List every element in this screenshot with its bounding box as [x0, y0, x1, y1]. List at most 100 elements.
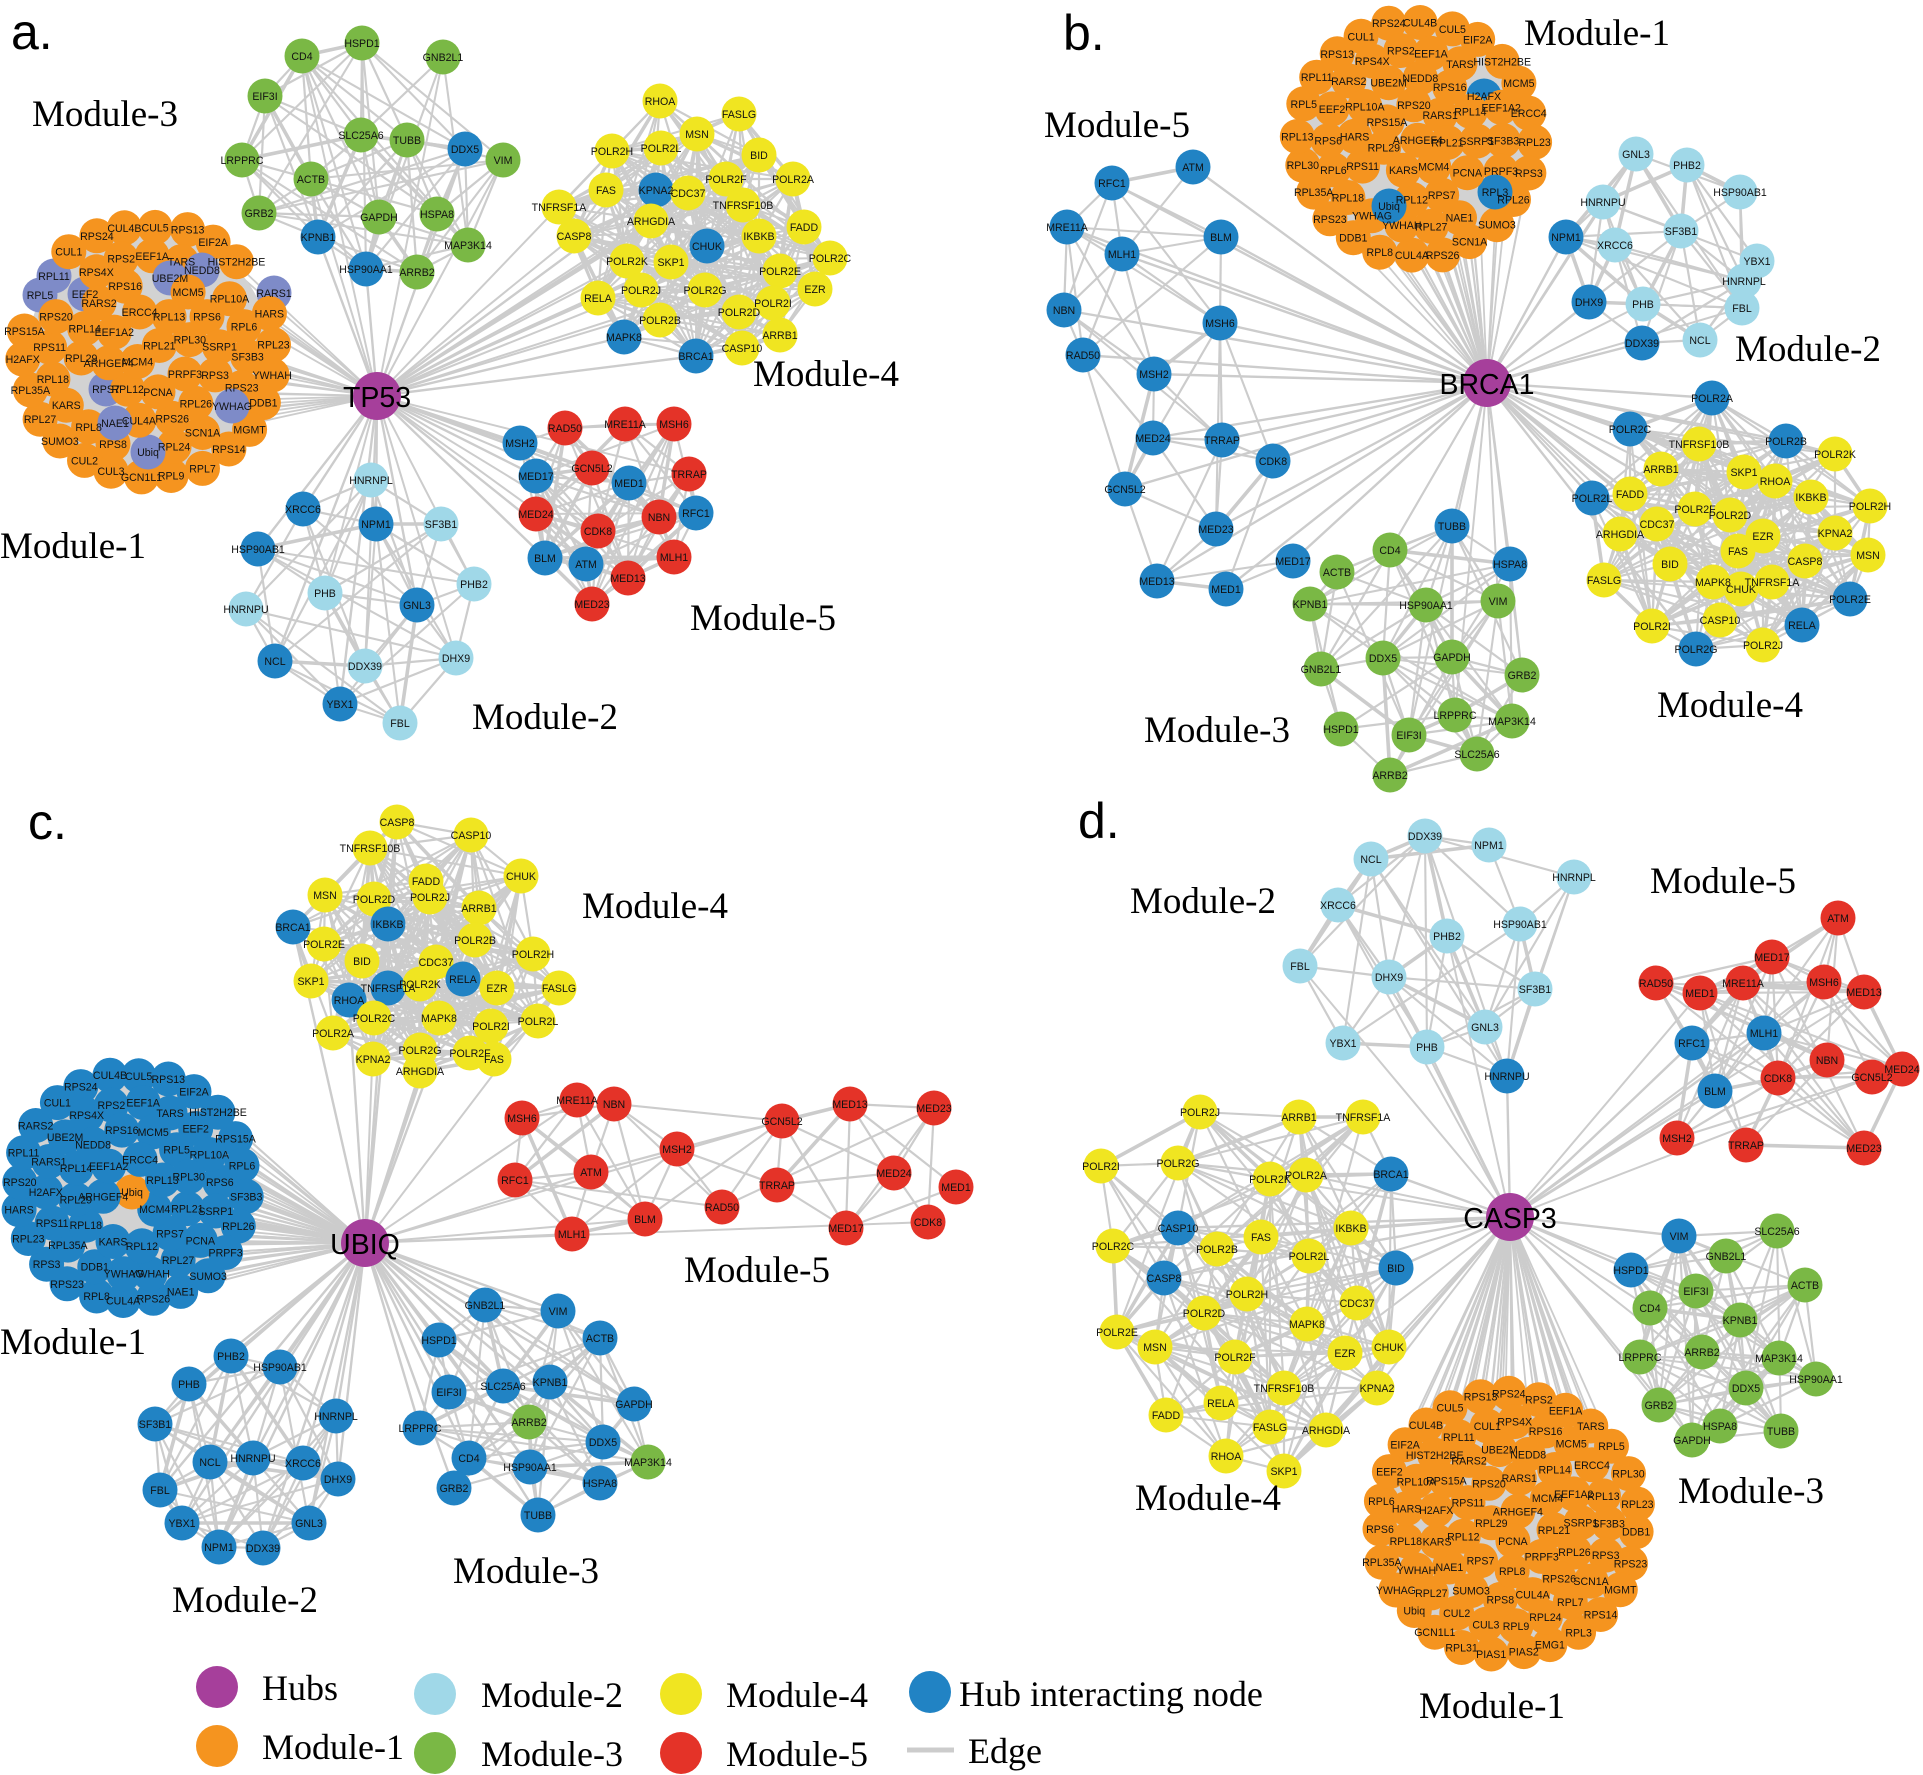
svg-text:TNFRSF1A: TNFRSF1A	[1745, 577, 1801, 589]
svg-text:MGMT: MGMT	[1604, 1585, 1637, 1597]
svg-text:RPS3: RPS3	[33, 1259, 61, 1271]
svg-text:MAPK8: MAPK8	[1289, 1319, 1325, 1331]
svg-text:RPL30: RPL30	[1612, 1469, 1644, 1481]
svg-text:CDK8: CDK8	[584, 526, 612, 538]
svg-text:YBX1: YBX1	[1329, 1038, 1356, 1050]
svg-text:RPL3: RPL3	[1482, 187, 1509, 199]
svg-text:ARHGDIA: ARHGDIA	[1596, 529, 1645, 541]
svg-text:FADD: FADD	[412, 876, 441, 888]
svg-text:DDX5: DDX5	[1732, 1383, 1760, 1395]
svg-text:RPL14: RPL14	[1454, 106, 1486, 118]
svg-text:BID: BID	[750, 150, 768, 162]
svg-text:TRRAP: TRRAP	[1204, 435, 1240, 447]
svg-text:FAS: FAS	[484, 1054, 504, 1066]
svg-text:Module-1: Module-1	[262, 1727, 404, 1767]
svg-text:HNRNPU: HNRNPU	[1580, 197, 1625, 209]
svg-text:BLM: BLM	[634, 1214, 656, 1226]
svg-text:ARHGDIA: ARHGDIA	[1302, 1425, 1351, 1437]
svg-text:RPL29: RPL29	[60, 1195, 92, 1207]
svg-text:TP53: TP53	[343, 382, 411, 414]
svg-text:XRCC6: XRCC6	[1597, 240, 1633, 252]
svg-text:ACTB: ACTB	[1323, 567, 1351, 579]
svg-text:RPS3: RPS3	[1515, 168, 1543, 180]
svg-text:GNB2L1: GNB2L1	[423, 52, 464, 64]
svg-text:RFC1: RFC1	[1098, 178, 1126, 190]
svg-text:RPS7: RPS7	[92, 384, 120, 396]
svg-text:FAS: FAS	[1728, 546, 1748, 558]
svg-text:TARS: TARS	[1577, 1421, 1604, 1433]
svg-text:LRPPRC: LRPPRC	[221, 155, 264, 167]
svg-text:GNL3: GNL3	[1622, 149, 1650, 161]
svg-text:RPL35A: RPL35A	[11, 385, 51, 397]
svg-text:SLC25A6: SLC25A6	[480, 1381, 525, 1393]
svg-text:RPL7: RPL7	[1557, 1597, 1584, 1609]
svg-text:CASP10: CASP10	[451, 830, 492, 842]
svg-text:Hub interacting node: Hub interacting node	[959, 1674, 1263, 1714]
svg-text:RELA: RELA	[584, 293, 613, 305]
svg-text:CUL5: CUL5	[125, 1071, 152, 1083]
svg-text:RPL35A: RPL35A	[48, 1240, 88, 1252]
svg-text:VIM: VIM	[494, 155, 513, 167]
svg-text:RELA: RELA	[1207, 1398, 1236, 1410]
svg-text:HSP90AB1: HSP90AB1	[253, 1362, 307, 1374]
svg-text:TRRAP: TRRAP	[759, 1180, 795, 1192]
svg-text:DDB1: DDB1	[1339, 233, 1367, 245]
svg-text:GNB2L1: GNB2L1	[1706, 1251, 1747, 1263]
svg-text:RPL24: RPL24	[158, 441, 190, 453]
svg-text:CASP8: CASP8	[1147, 1273, 1182, 1285]
svg-text:RPL10A: RPL10A	[190, 1150, 230, 1162]
svg-text:MSH2: MSH2	[662, 1144, 692, 1156]
svg-text:YWHAG: YWHAG	[212, 401, 252, 413]
svg-text:MED1: MED1	[1211, 584, 1241, 596]
svg-text:NEDD8: NEDD8	[1510, 1450, 1546, 1462]
svg-text:MLH1: MLH1	[1108, 249, 1136, 261]
svg-text:POLR2G: POLR2G	[1675, 644, 1718, 656]
svg-text:Module-4: Module-4	[582, 886, 728, 927]
svg-text:RPS26: RPS26	[155, 413, 189, 425]
svg-text:GRB2: GRB2	[440, 1483, 469, 1495]
svg-text:RPS23: RPS23	[1313, 214, 1347, 226]
svg-text:KPNB1: KPNB1	[1723, 1315, 1758, 1327]
svg-text:MED24: MED24	[876, 1168, 911, 1180]
svg-text:FADD: FADD	[1616, 489, 1645, 501]
svg-text:EIF2A: EIF2A	[1390, 1440, 1420, 1452]
svg-text:RARS2: RARS2	[18, 1121, 53, 1133]
svg-text:RPS16: RPS16	[108, 281, 142, 293]
svg-text:ERCC4: ERCC4	[122, 307, 158, 319]
svg-text:RARS2: RARS2	[81, 298, 116, 310]
svg-text:Module-1: Module-1	[0, 1322, 146, 1363]
svg-text:ERCC4: ERCC4	[1511, 108, 1547, 120]
svg-text:Module-5: Module-5	[690, 598, 836, 639]
svg-text:SF3B1: SF3B1	[1519, 984, 1551, 996]
svg-text:RPL23: RPL23	[12, 1234, 44, 1246]
svg-text:RPL27: RPL27	[1415, 221, 1447, 233]
svg-text:SF3B3: SF3B3	[230, 1191, 262, 1203]
svg-text:RPL12: RPL12	[1447, 1531, 1479, 1543]
svg-text:XRCC6: XRCC6	[1320, 900, 1356, 912]
svg-text:GNL3: GNL3	[1471, 1022, 1499, 1034]
svg-text:RPL27: RPL27	[24, 414, 56, 426]
svg-text:POLR2C: POLR2C	[1609, 424, 1652, 436]
svg-text:Module-3: Module-3	[32, 94, 178, 135]
svg-text:RPS23: RPS23	[50, 1279, 84, 1291]
svg-text:DHX9: DHX9	[1575, 297, 1603, 309]
svg-text:POLR2C: POLR2C	[809, 253, 852, 265]
svg-text:HSPD1: HSPD1	[1323, 724, 1358, 736]
svg-text:KPNB1: KPNB1	[533, 1377, 568, 1389]
svg-text:Module-1: Module-1	[1524, 13, 1670, 54]
svg-text:ARHGEF4: ARHGEF4	[78, 1191, 128, 1203]
svg-text:Ubiq: Ubiq	[137, 447, 159, 459]
svg-text:ARHGEF4: ARHGEF4	[1393, 135, 1443, 147]
svg-text:MED23: MED23	[574, 599, 609, 611]
svg-text:POLR2G: POLR2G	[1157, 1158, 1200, 1170]
svg-text:RPL26: RPL26	[1558, 1547, 1590, 1559]
svg-text:GAPDH: GAPDH	[1673, 1435, 1711, 1447]
svg-text:RPS15A: RPS15A	[1367, 117, 1409, 129]
svg-text:Module-2: Module-2	[1735, 329, 1881, 370]
svg-text:POLR2F: POLR2F	[705, 174, 747, 186]
svg-text:BRCA1: BRCA1	[1439, 369, 1534, 401]
svg-text:Module-5: Module-5	[726, 1734, 868, 1774]
svg-text:IKBKB: IKBKB	[1795, 492, 1826, 504]
svg-text:ARRB2: ARRB2	[1684, 1347, 1719, 1359]
svg-text:TUBB: TUBB	[1438, 521, 1466, 533]
